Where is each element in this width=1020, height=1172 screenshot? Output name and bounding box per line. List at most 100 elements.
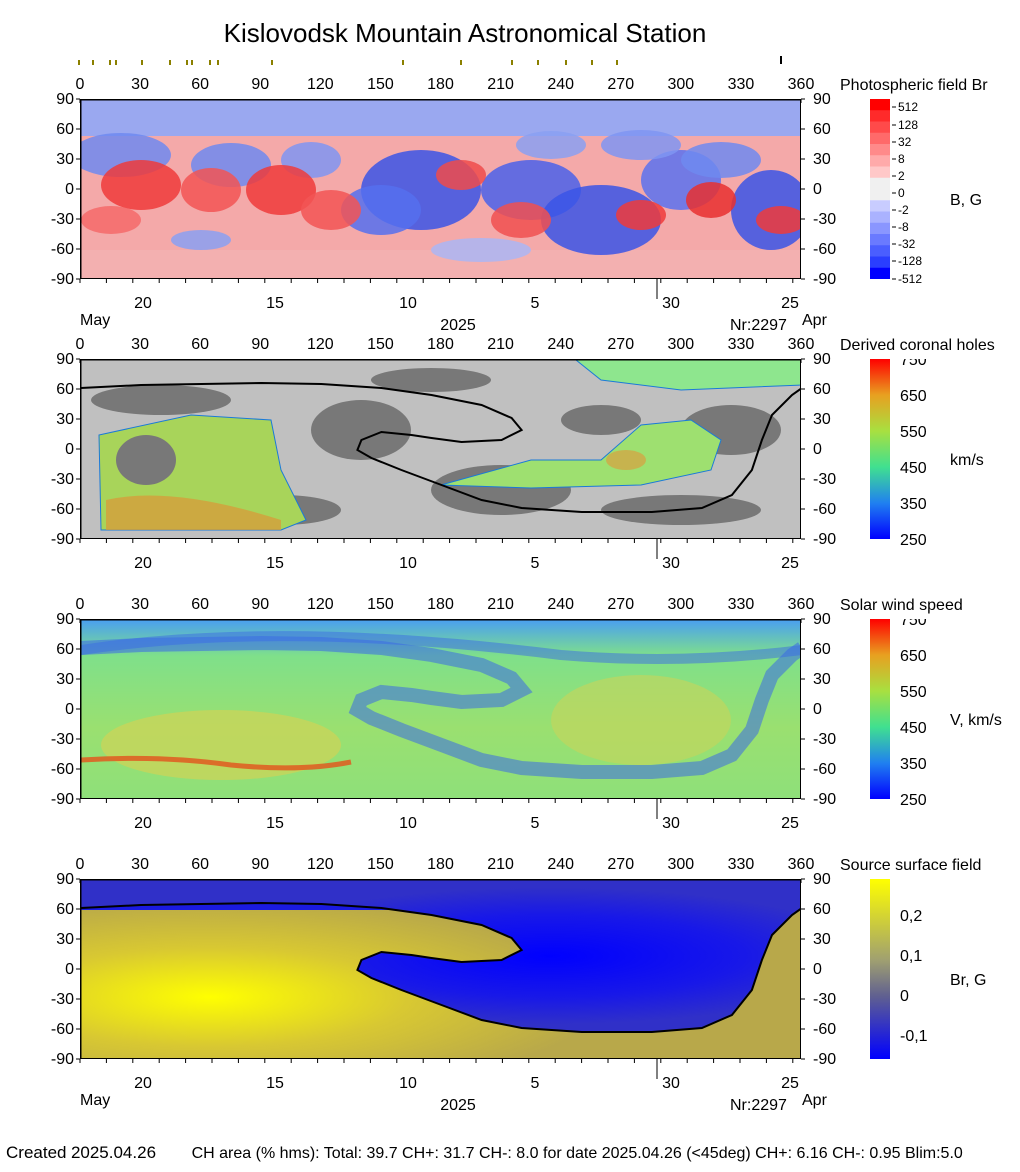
negative-field-region [601,130,681,160]
colorbar-band [870,99,890,111]
fast-wind-region [551,675,731,765]
date-tick-label: 10 [399,295,417,312]
negative-field-region [171,230,231,250]
positive-field-region [81,206,141,234]
lon-tick-label: 360 [788,856,815,873]
lat-tick-label-right: -60 [813,241,836,258]
date-tick-label: 25 [781,1075,799,1092]
coronal-holes-map [80,359,801,539]
footer-status: Created 2025.04.26 CH area (% hms): Tota… [6,1143,963,1163]
negative-field-region [431,238,531,262]
lat-tick-label-left: -90 [51,1051,74,1068]
lat-tick-label-right: 30 [813,151,831,168]
colorbar-band [870,234,890,246]
lon-tick-label: 180 [427,596,454,613]
colorbar-band [870,211,890,224]
lon-tick-label: 330 [728,76,755,93]
lon-tick-label: 270 [607,336,634,353]
lat-tick-label-left: 0 [65,181,74,198]
source-surface-colorbar-labels: 0,2 0,1 0 -0,1 [900,908,928,1045]
lon-tick-label: 120 [307,856,334,873]
lon-tick-label: 60 [191,336,209,353]
lon-tick-label: 270 [607,76,634,93]
date-tick-label: 30 [662,295,680,312]
lon-tick-label: 270 [607,596,634,613]
colorbar-label: 350 [900,756,927,773]
lat-tick-label-right: -60 [813,1021,836,1038]
colorbar-label: 450 [900,720,927,737]
lon-tick-label: 0 [76,596,85,613]
slow-wind-belt [81,631,800,664]
date-tick-label: 15 [266,555,284,572]
lat-tick-label-left: 90 [56,351,74,368]
lat-tick-label-left: 60 [56,381,74,398]
active-region [311,400,411,460]
lon-tick-label: 330 [728,336,755,353]
lon-tick-label: 300 [667,856,694,873]
lat-tick-label-left: 30 [56,411,74,428]
colorbar-label: 650 [900,648,927,665]
source-surface-colorbar [870,879,890,1059]
positive-field-region [756,206,800,234]
lat-tick-label-right: 0 [813,961,822,978]
active-region [561,405,641,435]
colorbar-band [870,166,890,179]
date-tick-label: 25 [781,555,799,572]
date-tick-label: 25 [781,295,799,312]
lat-tick-label-left: -60 [51,1021,74,1038]
negative-field-region [681,142,761,178]
coronal-holes-panel: 0 30 60 90 120 150 180 210 240 270 300 330 360 90 90 60… [0,260,1020,572]
lat-tick-label-right: 60 [813,381,831,398]
colorbar-label: -512 [898,272,922,286]
colorbar-gradient [870,619,890,799]
colorbar-band [870,222,890,235]
lon-tick-label: 240 [547,596,574,613]
rotation-number: Nr:2297 [730,1097,787,1114]
negative-field-region [341,185,421,235]
lat-tick-label-left: -30 [51,991,74,1008]
fast-wind-stream [106,495,281,530]
year-label: 2025 [440,317,476,334]
observation-day-marks [78,56,782,65]
lat-tick-label-right: 30 [813,671,831,688]
lon-tick-label: 60 [191,856,209,873]
colorbar-band [870,200,890,212]
solar-wind-unit: V, km/s [950,712,1002,729]
lon-tick-label: 30 [131,596,149,613]
active-region [371,368,491,392]
lon-tick-label: 30 [131,856,149,873]
lon-tick-label: 150 [367,596,394,613]
rotation-number: Nr:2297 [730,317,787,334]
lat-tick-label-left: 30 [56,931,74,948]
month-label-left: May [80,312,110,329]
negative-field-region [516,131,586,159]
lat-tick-label-left: 30 [56,671,74,688]
source-surface-heatmap [81,880,800,1058]
lon-tick-label: 300 [667,76,694,93]
lat-tick-label-left: -90 [51,791,74,808]
colorbar-band [870,245,890,257]
lon-tick-label: 300 [667,596,694,613]
lon-tick-label: 240 [547,856,574,873]
lon-tick-label: 0 [76,856,85,873]
colorbar-label: 550 [900,684,927,701]
lon-tick-label: 60 [191,596,209,613]
positive-field-region [246,165,316,215]
lon-tick-label: 90 [251,596,269,613]
lat-tick-label-right: 60 [813,121,831,138]
lon-tick-label: 330 [728,596,755,613]
colorbar-label: 0,2 [900,908,922,925]
colorbar-label: 250 [900,792,927,809]
positive-field-region [301,190,361,230]
coronal-holes-colorbar-labels: 750 650 550 450 350 250 [900,359,927,549]
lon-tick-label: 210 [487,596,514,613]
colorbar-band [870,267,890,279]
photospheric-field-colorbar-labels: 512 128 32 8 2 0 -2 -8 -32 -128 -512 [892,100,922,286]
lon-tick-label: 120 [307,76,334,93]
lon-tick-label: 60 [191,76,209,93]
colorbar-label: 8 [898,152,905,166]
date-tick-label: 10 [399,815,417,832]
lat-tick-label-right: -30 [813,991,836,1008]
positive-field-region [181,168,241,212]
